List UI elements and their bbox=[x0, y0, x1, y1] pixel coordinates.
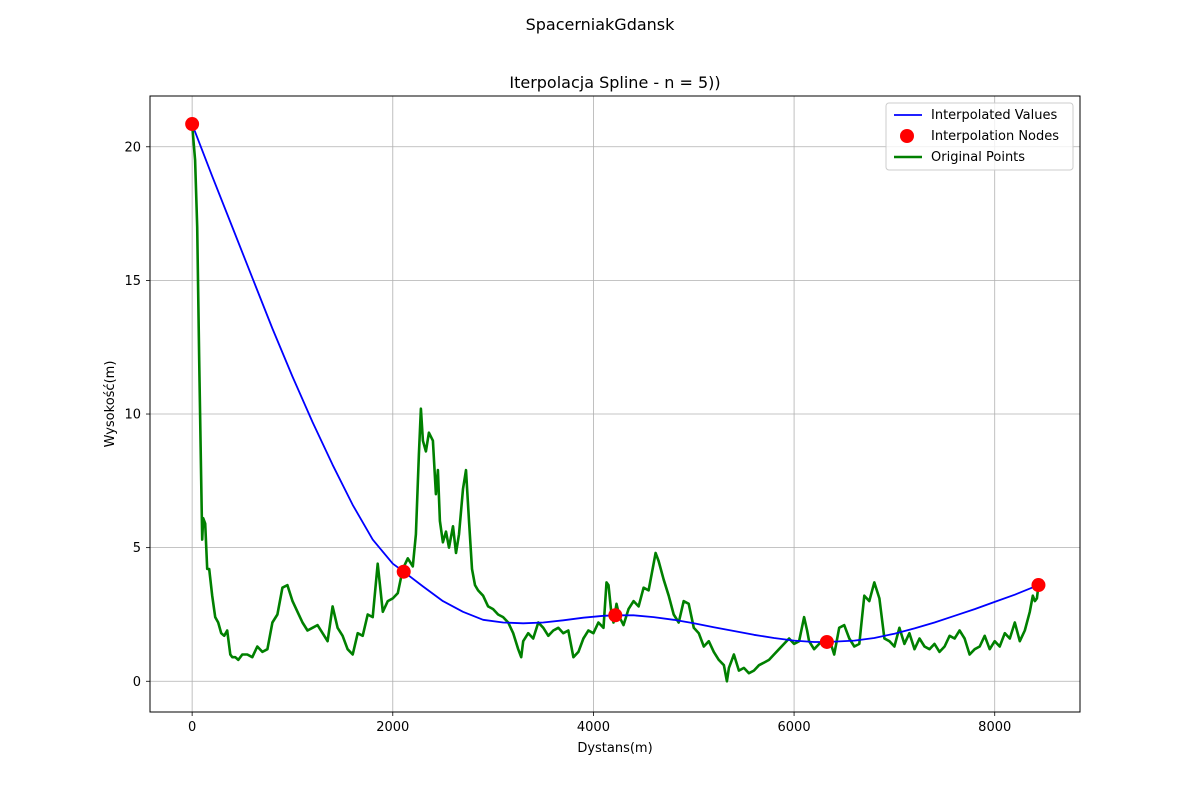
figure-suptitle: SpacerniakGdansk bbox=[526, 15, 676, 34]
interpolation-node-point bbox=[1031, 578, 1046, 593]
y-tick-label: 10 bbox=[124, 408, 141, 423]
legend-box bbox=[885, 102, 1074, 171]
legend: Interpolated Values Interpolation Nodes … bbox=[885, 102, 1074, 171]
x-tick-label: 6000 bbox=[778, 720, 811, 735]
legend-nodes-swatch bbox=[900, 129, 914, 143]
legend-interpolated-label: Interpolated Values bbox=[931, 108, 1057, 123]
interpolation-node-point bbox=[185, 117, 200, 132]
legend-original-label: Original Points bbox=[931, 150, 1025, 165]
x-tick-label: 8000 bbox=[978, 720, 1011, 735]
y-tick-label: 5 bbox=[133, 541, 141, 556]
x-tick-label: 4000 bbox=[577, 720, 610, 735]
x-axis-label: Dystans(m) bbox=[577, 741, 652, 756]
x-tick-label: 2000 bbox=[376, 720, 409, 735]
y-tick-label: 15 bbox=[124, 274, 141, 289]
y-axis-label: Wysokość(m) bbox=[103, 361, 118, 448]
y-tick-label: 0 bbox=[133, 675, 141, 690]
x-tick-label: 0 bbox=[188, 720, 196, 735]
axis-ticks: 0 2000 4000 6000 8000 0 5 10 15 20 bbox=[124, 140, 1011, 735]
interpolation-node-point bbox=[608, 608, 623, 623]
plot-series bbox=[185, 117, 1046, 683]
interpolation-node-point bbox=[396, 564, 411, 579]
series-original-points-line bbox=[190, 123, 1040, 683]
interpolation-node-point bbox=[819, 634, 834, 649]
plot-frame bbox=[149, 95, 1081, 713]
chart-title: Iterpolacja Spline - n = 5)) bbox=[509, 73, 720, 92]
y-tick-label: 20 bbox=[124, 140, 141, 155]
legend-nodes-label: Interpolation Nodes bbox=[931, 129, 1059, 144]
